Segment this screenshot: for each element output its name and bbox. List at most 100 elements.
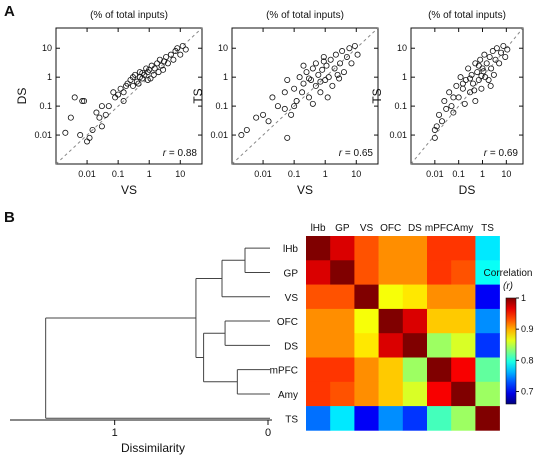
y-tick-label: 1 xyxy=(402,72,407,82)
data-point xyxy=(317,89,324,96)
heatmap-cell xyxy=(306,236,331,261)
data-point xyxy=(155,69,162,76)
colorbar-title: Correlation xyxy=(484,268,533,279)
leaf-label: lHb xyxy=(283,244,298,255)
scatter-panel-1: (% of total inputs) 0.01 0.1 1 10 0.01 0.1 1 10 V… xyxy=(15,10,203,197)
heatmap-cell xyxy=(306,333,331,358)
x-axis-label: VS xyxy=(121,183,137,197)
heatmap-cell xyxy=(475,236,500,261)
data-point xyxy=(325,74,332,81)
data-point xyxy=(489,48,496,55)
data-point xyxy=(431,126,438,133)
data-point xyxy=(315,71,322,78)
heatmap-cell xyxy=(330,284,355,310)
data-point xyxy=(343,53,350,60)
data-point xyxy=(174,45,181,52)
data-point xyxy=(439,118,446,125)
data-point xyxy=(337,60,344,67)
heatmap-cell xyxy=(354,357,379,383)
heatmap-cell xyxy=(475,333,500,358)
r-symbol: r xyxy=(163,148,169,159)
y-tick-label: 0.1 xyxy=(39,101,52,111)
data-point xyxy=(136,69,143,76)
data-point xyxy=(431,134,438,141)
leaf-label: mPFC xyxy=(270,366,298,377)
data-point xyxy=(243,126,250,133)
heatmap-cell xyxy=(427,236,452,261)
data-point xyxy=(459,85,466,92)
x-tick-label: 1 xyxy=(480,169,485,179)
x-axis-label: DS xyxy=(459,183,476,197)
data-point xyxy=(436,111,443,118)
data-point xyxy=(483,60,490,67)
data-point xyxy=(340,69,347,76)
heatmap-cell xyxy=(451,357,476,383)
data-point xyxy=(336,75,343,82)
scatter-title: (% of total inputs) xyxy=(90,10,168,21)
data-point xyxy=(303,69,310,76)
column-label: mPFC xyxy=(425,223,453,234)
scatter-panel-2: (% of total inputs) 0.01 0.1 1 10 0.01 0.1 1 10 V… xyxy=(191,10,379,197)
data-point xyxy=(475,62,482,69)
y-tick-label: 0.1 xyxy=(394,101,407,111)
data-point xyxy=(300,62,307,69)
data-point xyxy=(71,94,78,101)
data-point xyxy=(170,56,177,63)
heatmap-cell xyxy=(330,260,355,285)
colorbar-tick-label: 0.8 xyxy=(521,355,534,365)
data-point xyxy=(112,94,119,101)
data-point xyxy=(288,111,295,118)
x-tick-label: 10 xyxy=(351,169,361,179)
r-symbol: r xyxy=(484,148,490,159)
y-tick-label: 10 xyxy=(218,43,228,53)
data-point xyxy=(470,80,477,87)
colorbar: Correlation (r) 1 0.9 0.8 0.7 xyxy=(484,268,534,405)
heatmap-cell xyxy=(451,236,476,261)
x-tick-label: 0.01 xyxy=(78,169,96,179)
data-point xyxy=(148,62,155,69)
data-point xyxy=(481,51,488,58)
heatmap-cell xyxy=(475,406,500,431)
data-point xyxy=(461,100,468,107)
scatter-title: (% of total inputs) xyxy=(428,10,506,21)
heatmap-cell xyxy=(354,260,379,285)
data-point xyxy=(265,118,272,125)
data-point xyxy=(150,71,157,78)
y-tick-label: 0.01 xyxy=(210,130,228,140)
data-point xyxy=(309,100,316,107)
y-axis-label: TS xyxy=(191,88,205,103)
heatmap-cell xyxy=(306,308,331,334)
correlation-annotation: r = 0.69 xyxy=(484,148,519,159)
data-point xyxy=(120,89,127,96)
scatter-panels: (% of total inputs) 0.01 0.1 1 10 0.01 0.1 1 10 V… xyxy=(15,10,524,197)
colorbar-subtitle: (r) xyxy=(503,281,513,292)
column-label: GP xyxy=(335,223,350,234)
data-point xyxy=(320,53,327,60)
heatmap-cell xyxy=(306,284,331,310)
x-tick-label: 0.01 xyxy=(426,169,444,179)
heatmap-cell xyxy=(378,308,404,334)
heatmap-cell xyxy=(475,381,500,407)
heatmap-cell xyxy=(306,406,331,431)
data-point xyxy=(81,98,88,105)
data-point xyxy=(492,56,499,63)
data-point xyxy=(351,42,358,49)
data-point xyxy=(450,94,457,101)
data-point xyxy=(334,71,341,78)
heatmap-cell xyxy=(427,284,452,310)
heatmap-cell xyxy=(475,284,500,310)
data-point xyxy=(296,74,303,81)
leaf-label: DS xyxy=(284,341,298,352)
heatmap-cell xyxy=(330,381,355,407)
data-point xyxy=(96,114,103,121)
data-point xyxy=(133,78,140,85)
data-point xyxy=(305,94,312,101)
column-label: TS xyxy=(481,223,494,234)
data-point xyxy=(120,98,127,105)
heatmap-cell xyxy=(378,357,404,383)
column-label: DS xyxy=(408,223,422,234)
data-point xyxy=(474,69,481,76)
data-point xyxy=(446,89,453,96)
data-point xyxy=(488,65,495,72)
x-tick-label: 1 xyxy=(323,169,328,179)
